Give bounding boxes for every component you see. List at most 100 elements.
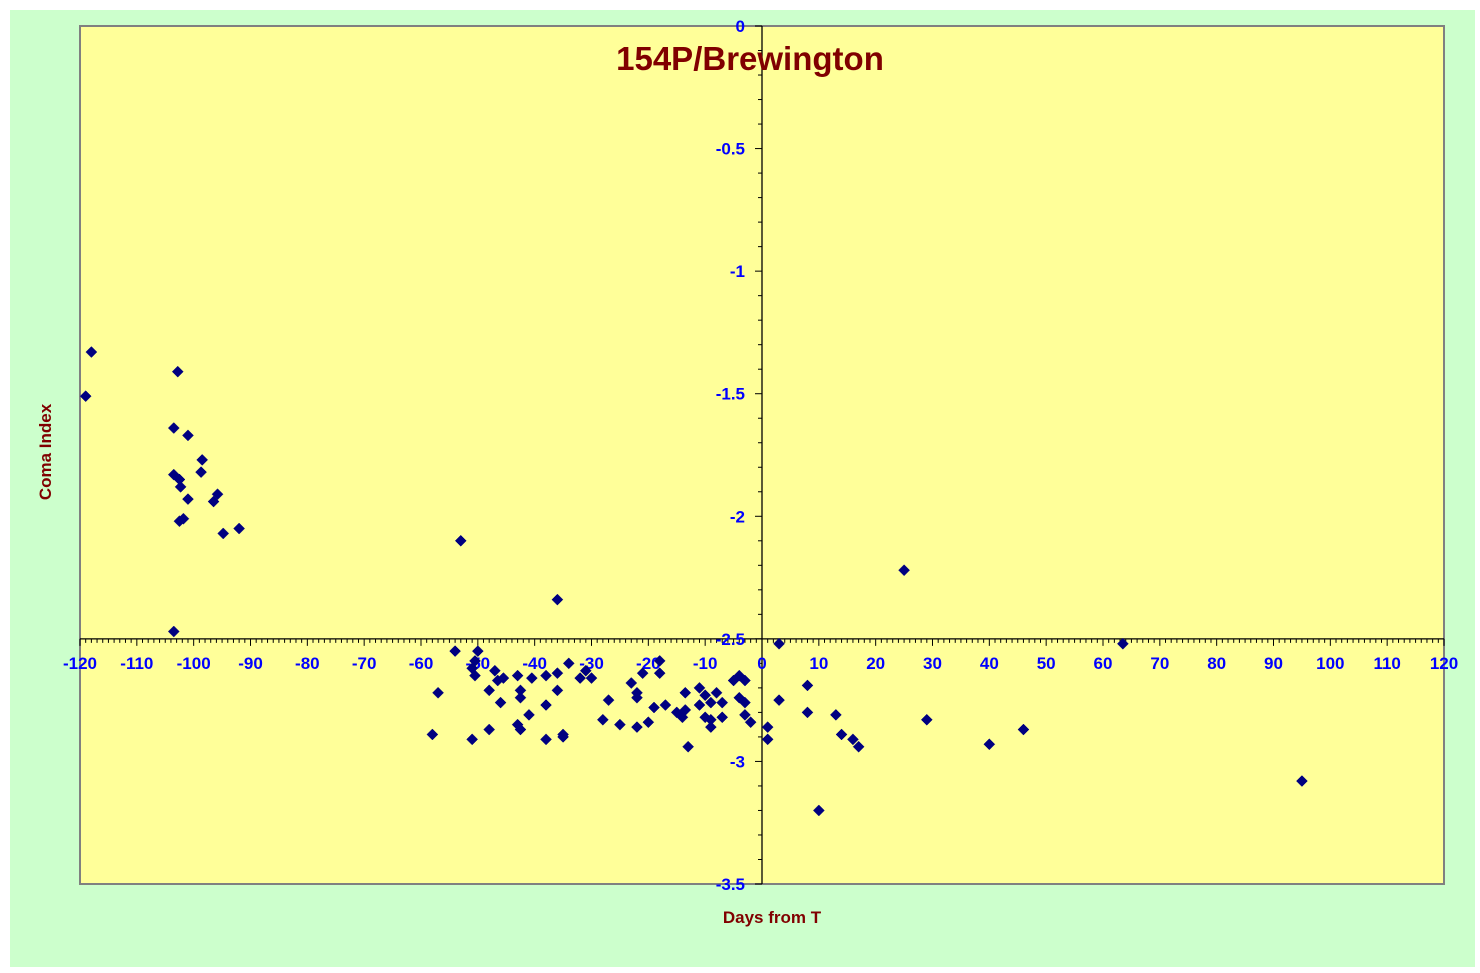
data-point (710, 686, 723, 699)
data-point (739, 674, 751, 687)
x-tick-label: -80 (295, 654, 320, 673)
data-point (469, 669, 481, 682)
data-point (920, 713, 933, 726)
x-tick-label: 10 (809, 654, 828, 673)
data-point (830, 708, 842, 721)
data-point (625, 677, 638, 689)
x-axis-title: Days from T (723, 908, 822, 927)
data-point (704, 721, 717, 733)
data-point (471, 645, 484, 657)
x-tick-label: -100 (177, 654, 211, 673)
data-point (483, 684, 496, 697)
data-point (631, 691, 643, 704)
data-point (454, 534, 467, 547)
data-point (602, 694, 615, 706)
data-point (653, 667, 666, 680)
data-point (483, 723, 496, 736)
data-point (79, 390, 92, 403)
data-point (195, 466, 207, 479)
data-point (449, 645, 461, 657)
x-tick-label: -120 (63, 654, 97, 673)
x-tick-label: 110 (1373, 654, 1400, 673)
y-tick-label: -2.5 (716, 630, 745, 649)
data-point (1017, 723, 1030, 736)
data-point (540, 669, 552, 682)
data-point (648, 701, 660, 714)
data-point (812, 804, 825, 817)
data-point (716, 711, 729, 724)
data-point (177, 512, 190, 525)
data-point (636, 667, 649, 680)
data-point (551, 684, 564, 697)
data-point (196, 454, 209, 466)
data-point (761, 721, 774, 733)
data-point (739, 696, 751, 709)
data-point (1117, 637, 1129, 650)
data-point (693, 699, 706, 711)
y-tick-label: -0.5 (716, 140, 745, 159)
data-point (551, 593, 564, 606)
x-tick-label: 0 (757, 654, 766, 673)
x-tick-label: 70 (1150, 654, 1169, 673)
data-point (835, 728, 848, 741)
data-point (682, 740, 694, 753)
data-point (1296, 775, 1308, 787)
data-points (79, 346, 1308, 817)
data-point (540, 733, 552, 746)
x-tick-label: -110 (120, 654, 153, 673)
data-point (716, 696, 729, 709)
y-axis-title: Coma Index (36, 403, 55, 500)
data-point (489, 664, 501, 677)
data-point (494, 696, 507, 709)
data-point (773, 637, 785, 650)
data-point (693, 682, 706, 694)
data-point (801, 679, 814, 692)
x-tick-label: -90 (238, 654, 263, 673)
x-tick-labels: -120-110-100-90-80-70-60-50-40-30-20-100… (63, 654, 1458, 673)
x-tick-label: -60 (409, 654, 434, 673)
data-point (562, 657, 575, 670)
x-tick-label: 40 (980, 654, 999, 673)
data-point (557, 728, 569, 741)
data-point (217, 527, 230, 540)
data-point (432, 686, 444, 699)
data-point (514, 691, 527, 704)
data-point (653, 655, 666, 667)
y-tick-label: -3.5 (716, 875, 745, 894)
x-tick-label: 20 (866, 654, 885, 673)
y-tick-label: -2 (730, 507, 745, 526)
data-point (574, 672, 586, 684)
axes (79, 25, 1445, 885)
y-tick-label: -1.5 (716, 385, 745, 404)
data-point (167, 625, 180, 638)
data-point (614, 718, 626, 731)
x-tick-label: 100 (1316, 654, 1344, 673)
chart-title: 154P/Brewington (616, 40, 884, 77)
y-tick-label: 0 (736, 17, 745, 36)
data-point (174, 481, 187, 493)
data-point (679, 704, 692, 716)
data-point (171, 365, 184, 378)
x-tick-label: 30 (923, 654, 942, 673)
data-point (704, 696, 717, 709)
data-point (585, 672, 598, 684)
data-point (207, 495, 220, 508)
x-tick-label: 50 (1037, 654, 1056, 673)
data-point (773, 694, 785, 706)
x-tick-label: 80 (1207, 654, 1226, 673)
x-tick-label: 90 (1264, 654, 1283, 673)
data-point (511, 669, 524, 682)
data-point (761, 733, 774, 746)
x-tick-label: 120 (1430, 654, 1458, 673)
data-point (579, 664, 592, 677)
data-point (631, 721, 643, 733)
data-point (852, 740, 865, 753)
y-tick-labels: 0 -0.5 -1 -1.5 -2 -2.5 -3 -3.5 (716, 17, 745, 894)
data-point (739, 708, 751, 721)
data-point (523, 708, 535, 721)
data-point (514, 723, 527, 736)
y-tick-label: -3 (730, 752, 745, 771)
data-point (426, 728, 439, 741)
data-point (642, 716, 655, 729)
